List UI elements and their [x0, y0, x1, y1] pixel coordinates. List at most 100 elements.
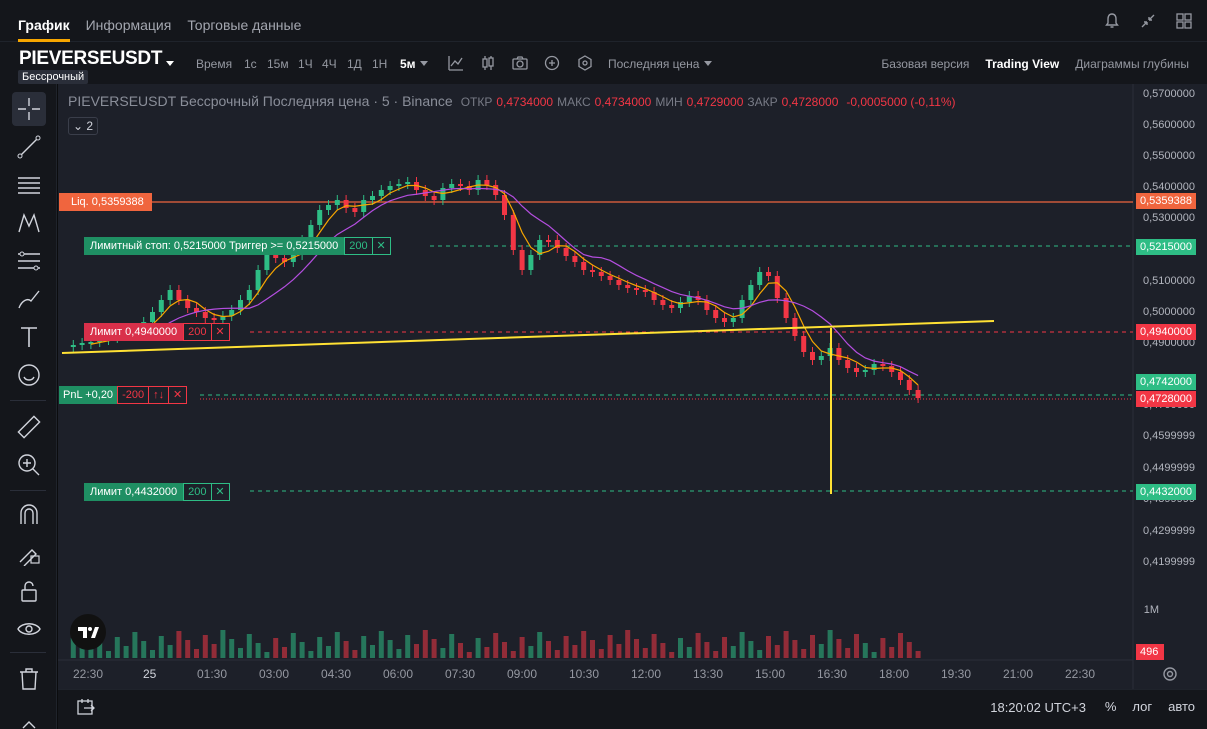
time-tick: 16:30	[817, 667, 848, 681]
limit-low-label: Лимит 0,4432000	[84, 483, 184, 501]
tf-15m[interactable]: 15м	[267, 57, 289, 71]
time-tick: 22:30	[1065, 667, 1096, 681]
volume-last-tag: 496	[1136, 644, 1164, 660]
unlock-icon[interactable]	[16, 578, 42, 604]
main-tabs: График Информация Торговые данные	[18, 0, 301, 42]
brush-icon[interactable]	[16, 286, 42, 312]
position-qty[interactable]: -200	[117, 386, 150, 404]
collapse-icon[interactable]	[1139, 12, 1157, 30]
legend-open-value: 0,4734000	[496, 95, 554, 109]
crosshair-tool[interactable]	[12, 92, 46, 126]
price-type-select[interactable]: Последняя цена	[608, 57, 700, 71]
stop-price-tag: 0,5215000	[1136, 239, 1196, 255]
limit-low-qty[interactable]: 200	[183, 483, 212, 501]
close-icon[interactable]: ✕	[211, 323, 230, 341]
price-tick: 0,5000000	[1143, 306, 1195, 318]
chart-area[interactable]	[58, 84, 1207, 689]
stop-order-qty[interactable]: 200	[344, 237, 373, 255]
zoom-in-icon[interactable]	[16, 452, 42, 478]
tf-1w[interactable]: 1Н	[372, 57, 388, 71]
candles-icon[interactable]	[480, 55, 496, 71]
settings-icon[interactable]	[577, 55, 593, 71]
legend-collapse-button[interactable]: ⌄ 2	[68, 117, 98, 135]
tf-1d[interactable]: 1Д	[347, 57, 362, 71]
divider	[10, 400, 46, 401]
time-tick: 19:30	[941, 667, 972, 681]
last-price-tag: 0,4728000	[1136, 391, 1196, 407]
time-tick: 03:00	[259, 667, 290, 681]
close-icon[interactable]: ✕	[372, 237, 391, 255]
indicator-count: 2	[86, 119, 94, 133]
time-tick: 21:00	[1003, 667, 1034, 681]
divider	[10, 490, 46, 491]
auto-scale-toggle[interactable]: авто	[1168, 699, 1195, 714]
legend-close-value: 0,4728000	[781, 95, 839, 109]
price-tick: 0,4199999	[1143, 556, 1195, 568]
position-pnl[interactable]: PnL +0,20 -200 ↑↓ ✕	[59, 386, 188, 404]
eye-icon[interactable]	[16, 616, 42, 642]
divider	[10, 652, 46, 653]
price-tick: 0,5700000	[1143, 88, 1195, 100]
symbol-name[interactable]: PIEVERSEUSDT	[19, 48, 163, 69]
chevron-down-icon[interactable]	[166, 61, 174, 66]
layout-icon[interactable]	[1175, 12, 1193, 30]
contract-type-badge: Бессрочный	[18, 70, 89, 84]
fib-icon[interactable]	[16, 172, 42, 198]
add-compare-icon[interactable]	[544, 55, 560, 71]
chart-legend: PIEVERSEUSDT Бессрочный Последняя цена ·…	[68, 93, 956, 109]
log-scale-toggle[interactable]: лог	[1132, 699, 1153, 714]
legend-low-label: МИН	[655, 95, 683, 109]
limit-high-price-tag: 0,4940000	[1136, 324, 1196, 340]
tf-4h[interactable]: 4Ч	[322, 57, 337, 71]
close-icon[interactable]: ✕	[169, 386, 188, 404]
close-icon[interactable]: ✕	[211, 483, 230, 501]
legend-low-value: 0,4729000	[686, 95, 744, 109]
view-tradingview[interactable]: Trading View	[985, 57, 1060, 71]
percent-scale-toggle[interactable]: %	[1104, 699, 1117, 714]
bell-icon[interactable]	[1103, 12, 1121, 30]
top-bar: График Информация Торговые данные	[0, 0, 1207, 42]
lock-drawing-icon[interactable]	[16, 540, 42, 566]
pnl-label: PnL +0,20	[59, 386, 118, 404]
limit-high-order[interactable]: Лимит 0,4940000 200 ✕	[84, 323, 230, 341]
prediction-icon[interactable]	[16, 248, 42, 274]
goto-date-icon[interactable]	[76, 697, 96, 717]
time-tick: 18:00	[879, 667, 910, 681]
stop-order[interactable]: Лимитный стоп: 0,5215000 Триггер >= 0,52…	[84, 237, 391, 255]
price-tick: 0,5400000	[1143, 181, 1195, 193]
tf-1s[interactable]: 1с	[244, 57, 257, 71]
view-depth[interactable]: Диаграммы глубины	[1075, 57, 1189, 71]
limit-high-qty[interactable]: 200	[183, 323, 212, 341]
trash-icon[interactable]	[16, 666, 42, 692]
view-basic[interactable]: Базовая версия	[881, 57, 970, 71]
price-tick: 0,4599999	[1143, 430, 1195, 442]
indicator-icon[interactable]	[448, 55, 464, 71]
settings-icon[interactable]	[1161, 665, 1179, 683]
entry-price-tag: 0,4742000	[1136, 374, 1196, 390]
clock[interactable]: 18:20:02 UTC+3	[990, 700, 1086, 715]
chevron-down-icon[interactable]	[420, 61, 428, 66]
camera-icon[interactable]	[512, 55, 528, 71]
tf-5m-active[interactable]: 5м	[400, 57, 416, 71]
reverse-position-button[interactable]: ↑↓	[149, 386, 170, 404]
legend-high-value: 0,4734000	[594, 95, 652, 109]
price-tick: 0,4900000	[1143, 337, 1195, 349]
trendline-icon[interactable]	[16, 134, 42, 160]
time-tick: 04:30	[321, 667, 352, 681]
chevron-up-icon[interactable]	[16, 712, 42, 729]
limit-low-price-tag: 0,4432000	[1136, 484, 1196, 500]
magnet-icon[interactable]	[16, 502, 42, 528]
tab-trading-data[interactable]: Торговые данные	[187, 17, 302, 33]
chevron-down-icon[interactable]	[704, 61, 712, 66]
tab-chart[interactable]: График	[18, 0, 70, 42]
crosshair-icon[interactable]	[16, 96, 42, 122]
ruler-icon[interactable]	[16, 414, 42, 440]
tf-1h[interactable]: 1Ч	[298, 57, 313, 71]
liq-order[interactable]: Liq. 0,5359388	[59, 193, 152, 211]
limit-low-order[interactable]: Лимит 0,4432000 200 ✕	[84, 483, 230, 501]
pattern-icon[interactable]	[16, 210, 42, 236]
emoji-icon[interactable]	[16, 362, 42, 388]
tab-info[interactable]: Информация	[85, 17, 172, 33]
tradingview-logo-icon	[78, 627, 99, 638]
text-icon[interactable]	[16, 324, 42, 350]
